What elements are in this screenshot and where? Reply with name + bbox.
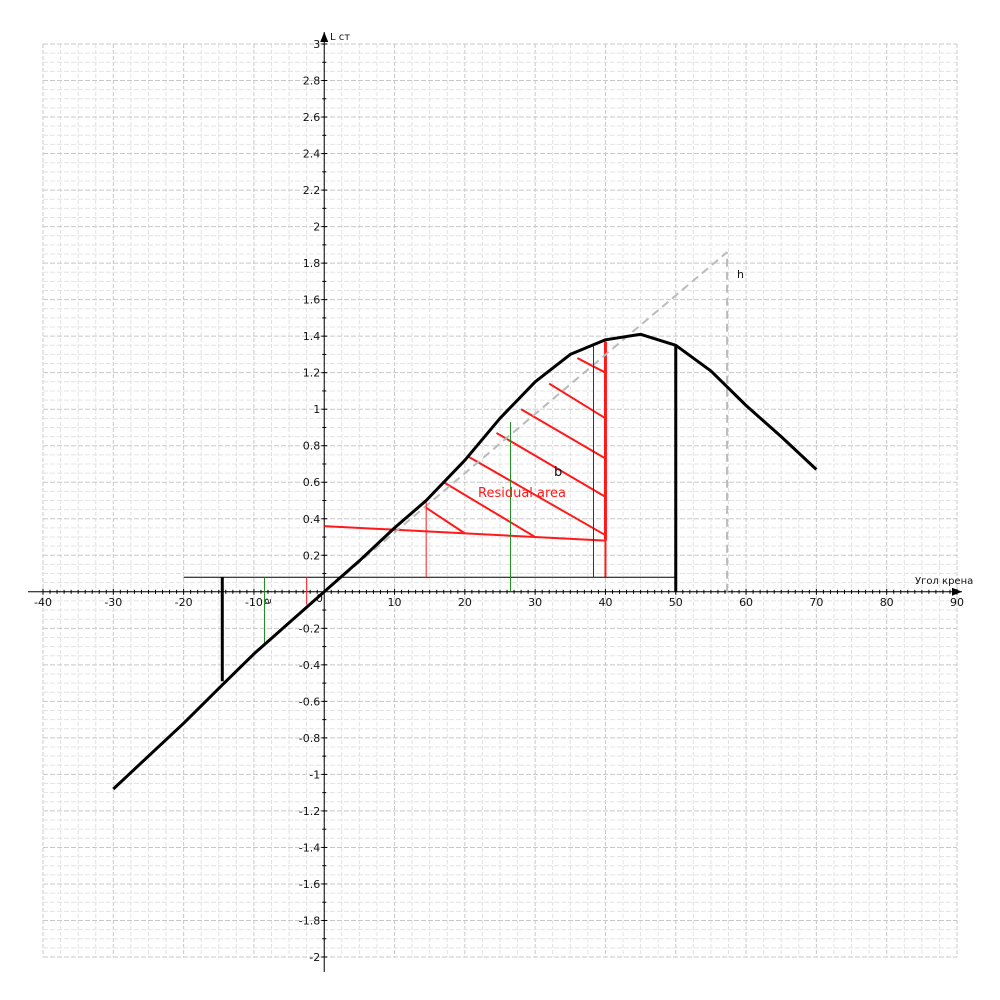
h-label: h	[737, 268, 744, 281]
hatch-line	[443, 481, 536, 538]
series-layer	[112, 251, 818, 791]
x-tick-label: -10	[245, 596, 263, 609]
y-tick-label: 1	[313, 403, 320, 416]
y-tick-label: 1.6	[303, 294, 321, 307]
x-tick-label: 90	[950, 596, 964, 609]
y-tick-label: -1.4	[299, 841, 320, 854]
hatch-line	[495, 432, 606, 498]
b-label: b	[554, 465, 562, 480]
y-tick-label: -0.2	[299, 622, 320, 635]
y-tick-label: 2.6	[303, 111, 321, 124]
x-tick-label: 40	[598, 596, 612, 609]
residual-lower-boundary	[324, 525, 606, 542]
x-tick-label: 60	[739, 596, 753, 609]
residual-area-label: Residual area	[478, 486, 566, 501]
x-tick-label: 10	[388, 596, 402, 609]
y-tick-label: 2.2	[303, 184, 321, 197]
y-tick-label: -1	[309, 768, 320, 781]
residual-area-hatching	[324, 341, 607, 578]
y-tick-label: 1.2	[303, 367, 321, 380]
y-axis-title: L ст	[330, 32, 350, 43]
x-tick-label: 80	[880, 596, 894, 609]
x-tick-label: -40	[34, 596, 52, 609]
x-axis-title: Угол крена	[915, 576, 973, 587]
hatch-line	[520, 408, 606, 460]
y-tick-label: -1.8	[299, 914, 320, 927]
hatch-line	[548, 382, 606, 420]
y-tick-label: 2.8	[303, 75, 321, 88]
a-label: a	[262, 598, 275, 605]
y-tick-label: 0.4	[303, 513, 321, 526]
y-tick-label: -1.2	[299, 805, 320, 818]
y-tick-label: 0.8	[303, 440, 321, 453]
y-tick-label: 3	[313, 38, 320, 51]
x-tick-label: 70	[809, 596, 823, 609]
tick-labels: -40 -30 -20 -10 10 20 30 40 50 60 70 80 90-2-1.8-1.6…	[34, 38, 964, 964]
y-tick-label: 1.8	[303, 257, 321, 270]
y-tick-label: -2	[309, 951, 320, 964]
x-tick-label: 30	[528, 596, 542, 609]
x-tick-label: -30	[104, 596, 122, 609]
y-axis-arrow	[320, 32, 329, 42]
x-tick-label: -20	[175, 596, 193, 609]
stability-curve	[112, 332, 818, 791]
axes	[28, 32, 962, 972]
hatch-line	[425, 506, 466, 535]
x-tick-label: 50	[669, 596, 683, 609]
hatch-line	[576, 357, 606, 374]
hatch-line	[467, 455, 606, 537]
y-tick-label: 1.4	[303, 330, 321, 343]
y-tick-label: -1.6	[299, 878, 320, 891]
y-tick-label: 0.6	[303, 476, 321, 489]
y-tick-label: 0.2	[303, 549, 321, 562]
y-tick-label: -0.6	[299, 695, 320, 708]
y-tick-label: 2.4	[303, 148, 321, 161]
x-tick-label: 20	[458, 596, 472, 609]
y-tick-label: -0.4	[299, 659, 320, 672]
tangent-line	[323, 251, 728, 593]
y-tick-label: 2	[313, 221, 320, 234]
origin-label: 0	[316, 592, 323, 605]
y-tick-label: -0.8	[299, 732, 320, 745]
